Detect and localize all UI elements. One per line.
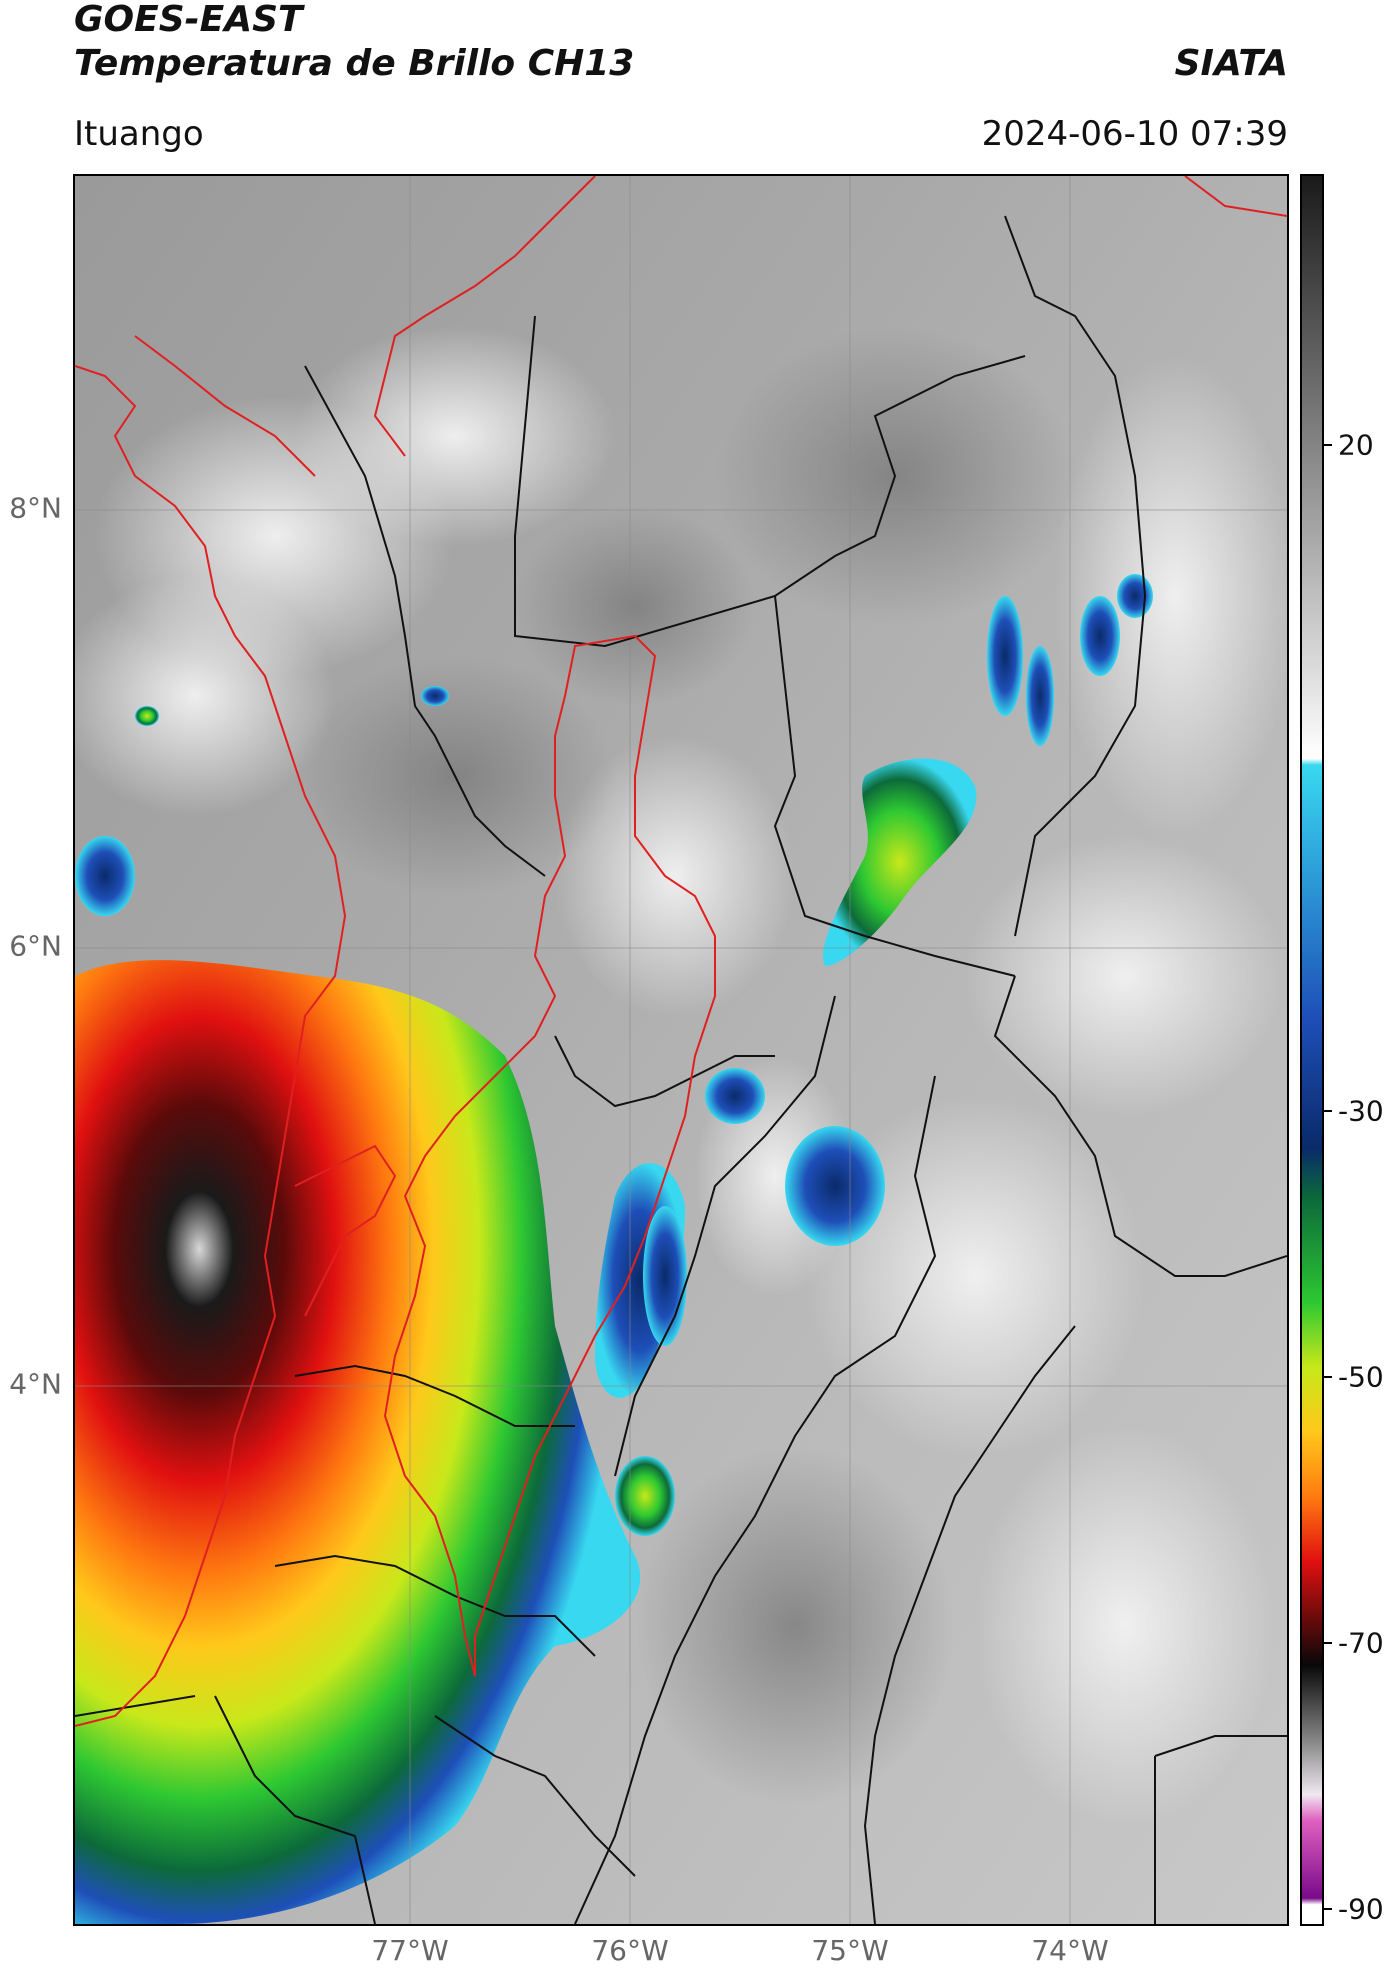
product-title: Temperatura de Brillo CH13 <box>74 43 635 84</box>
lat-label-4n: 4°N <box>9 1367 62 1401</box>
datetime-label: 2024-06-10 07:39 <box>981 114 1288 154</box>
colorbar-tick <box>1324 1642 1332 1644</box>
region-label: Ituango <box>74 114 204 154</box>
organization-label: SIATA <box>1174 43 1288 84</box>
colorbar-label-minus90: -90 <box>1338 1892 1384 1926</box>
satellite-title: GOES-EAST <box>74 0 303 40</box>
colorbar-label-minus50: -50 <box>1338 1360 1384 1394</box>
lon-label-75w: 75°W <box>811 1934 889 1967</box>
storm-systems <box>75 574 1153 1924</box>
satellite-map[interactable] <box>73 174 1289 1926</box>
department-boundaries <box>75 215 1287 1924</box>
lat-label-6n: 6°N <box>9 929 62 963</box>
colorbar <box>1300 174 1324 1926</box>
lon-label-76w: 76°W <box>591 1934 669 1967</box>
lon-label-77w: 77°W <box>371 1934 449 1967</box>
colorbar-label-minus30: -30 <box>1338 1094 1384 1128</box>
lon-label-74w: 74°W <box>1031 1934 1109 1967</box>
colorbar-tick <box>1324 1376 1332 1378</box>
colorbar-tick <box>1324 1110 1332 1112</box>
colorbar-label-minus70: -70 <box>1338 1626 1384 1660</box>
colorbar-tick <box>1324 444 1332 446</box>
graticule <box>75 176 1287 1924</box>
lat-label-8n: 8°N <box>9 491 62 525</box>
red-boundaries <box>75 176 1287 1727</box>
colorbar-label-20: 20 <box>1338 428 1374 462</box>
map-canvas <box>75 176 1287 1924</box>
colorbar-tick <box>1324 1908 1332 1910</box>
